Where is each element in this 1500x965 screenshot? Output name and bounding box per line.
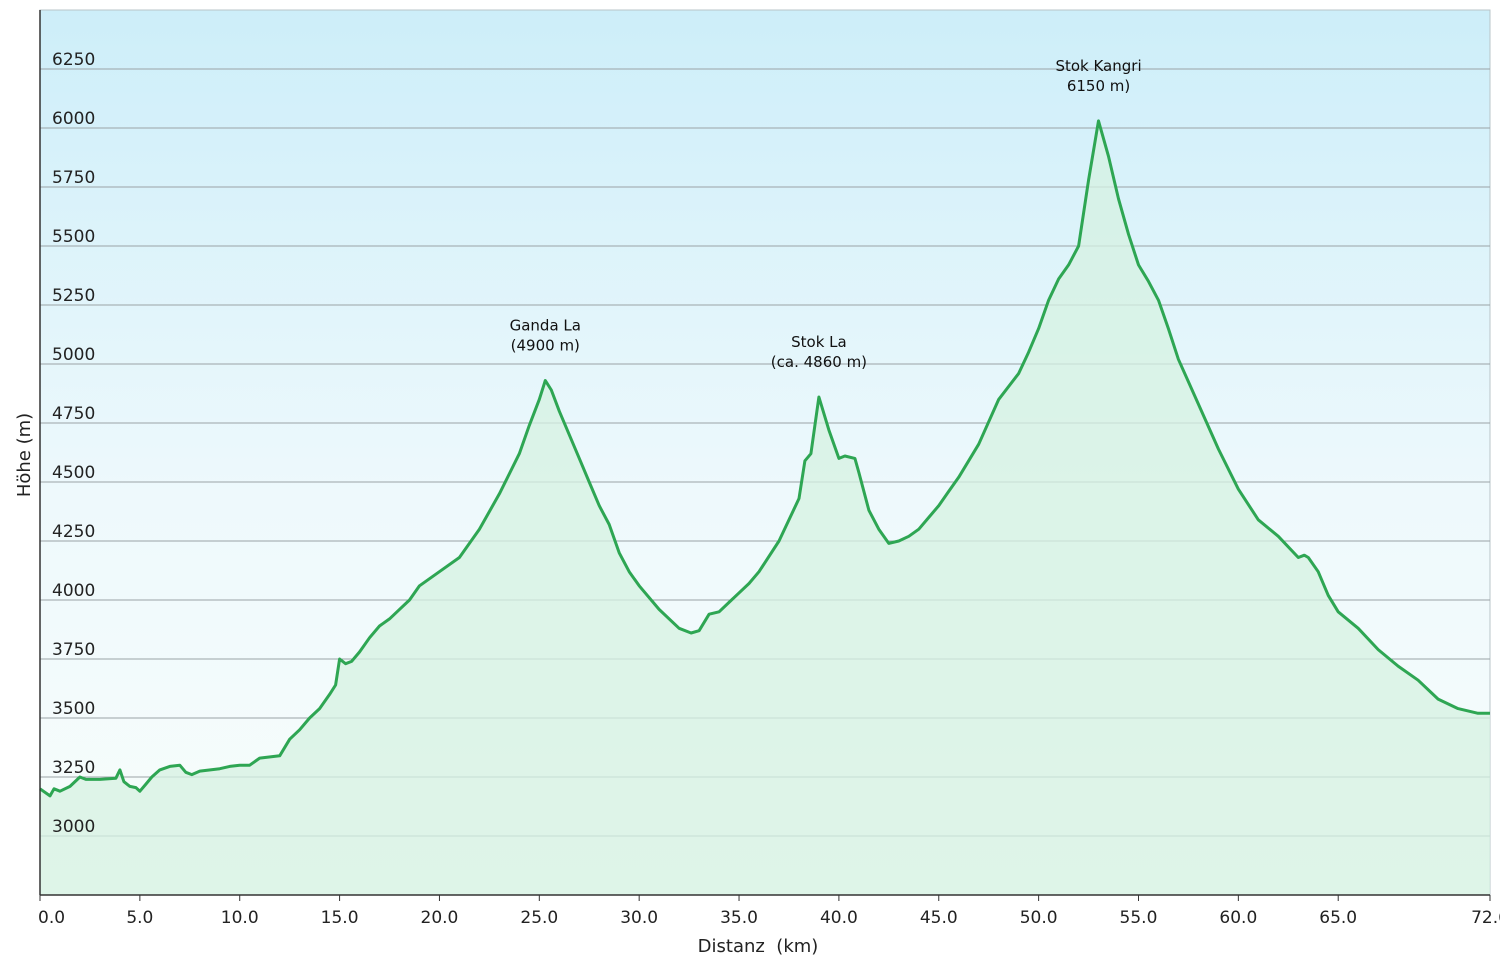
x-tick-label: 45.0 — [920, 908, 958, 928]
y-tick-label: 5000 — [52, 345, 95, 365]
y-tick-label: 4500 — [52, 463, 95, 483]
x-tick-labels: 0.0 5.0 10.0 15.0 20.0 25.0 30.0 35.0 40.0 45.0 50… — [38, 895, 1500, 928]
x-tick-label: 35.0 — [720, 908, 758, 928]
peak-label: Ganda La — [510, 317, 581, 335]
x-tick-label: 40.0 — [820, 908, 858, 928]
y-tick-label: 5750 — [52, 168, 95, 188]
peak-label: (4900 m) — [511, 337, 580, 355]
x-tick-label: 55.0 — [1120, 908, 1158, 928]
peak-annotations: Ganda La (4900 m) Stok La (ca. 4860 m) Stok … — [510, 57, 1142, 371]
peak-label: Stok La — [791, 333, 847, 351]
x-tick-label: 72.6 — [1471, 908, 1500, 928]
x-tick-label: 20.0 — [421, 908, 459, 928]
peak-label: 6150 m) — [1067, 77, 1130, 95]
y-tick-label: 3750 — [52, 640, 95, 660]
y-tick-label: 6250 — [52, 50, 95, 70]
x-tick-label: 25.0 — [520, 908, 558, 928]
y-tick-label: 4000 — [52, 581, 95, 601]
y-tick-label: 5250 — [52, 286, 95, 306]
x-tick-label: 50.0 — [1020, 908, 1058, 928]
x-tick-label: 10.0 — [221, 908, 259, 928]
peak-label: Stok Kangri — [1055, 57, 1141, 75]
x-tick-label: 0.0 — [38, 908, 65, 928]
y-tick-label: 3250 — [52, 758, 95, 778]
peak-label: (ca. 4860 m) — [771, 353, 867, 371]
y-tick-label: 6000 — [52, 109, 95, 129]
y-axis-title: Höhe (m) — [14, 413, 35, 497]
x-tick-label: 15.0 — [321, 908, 359, 928]
x-tick-label: 5.0 — [126, 908, 153, 928]
x-tick-label: 60.0 — [1219, 908, 1257, 928]
x-axis-title: Distanz (km) — [698, 936, 819, 957]
y-tick-label: 4250 — [52, 522, 95, 542]
elevation-line — [39, 119, 1490, 798]
x-tick-label: 65.0 — [1319, 908, 1357, 928]
y-tick-label: 5500 — [52, 227, 95, 247]
y-tick-label: 4750 — [52, 404, 95, 424]
y-tick-labels: 3000 3250 3500 3750 4000 4250 4500 4750 5000 5250… — [52, 50, 95, 837]
y-tick-label: 3500 — [52, 699, 95, 719]
x-tick-label: 30.0 — [620, 908, 658, 928]
y-tick-label: 3000 — [52, 817, 95, 837]
elevation-area — [40, 120, 1490, 895]
